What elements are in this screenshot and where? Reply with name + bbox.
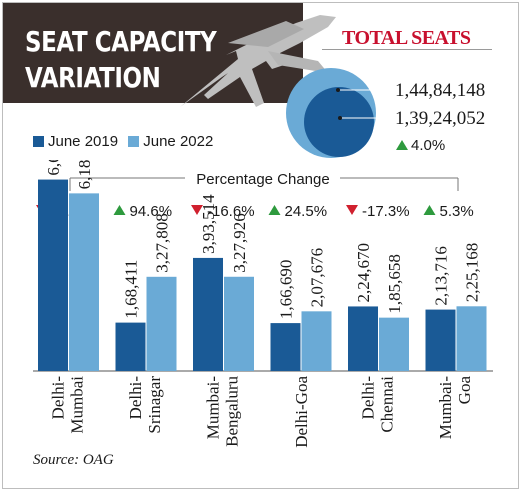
bar-label-2022-0: 6,18,178 bbox=[75, 160, 94, 189]
category-label-1-0: Delhi- bbox=[126, 376, 145, 420]
total-seats-rule bbox=[322, 49, 492, 50]
bar-label-2022-4: 1,85,658 bbox=[385, 254, 404, 314]
chart-frame bbox=[2, 2, 519, 489]
bar-2019-5 bbox=[425, 309, 456, 371]
percent-change-2: -16.6% bbox=[207, 203, 255, 220]
category-label-5-1: Goa bbox=[455, 376, 474, 405]
bar-label-2019-4: 2,24,670 bbox=[354, 243, 373, 303]
total-seats-circles bbox=[286, 68, 394, 158]
down-triangle-icon bbox=[191, 205, 203, 215]
bar-label-2019-3: 1,66,690 bbox=[277, 260, 296, 320]
bar-label-2019-0: 6,66,188 bbox=[44, 160, 63, 176]
bar-label-2022-5: 2,25,168 bbox=[463, 243, 482, 303]
bar-2022-0 bbox=[69, 193, 99, 371]
up-triangle-icon bbox=[268, 205, 281, 215]
bar-label-2019-5: 2,13,716 bbox=[432, 246, 451, 306]
bar-2019-4 bbox=[348, 306, 378, 371]
legend-swatch-2019 bbox=[33, 136, 44, 147]
category-label-1-1: Srinagar bbox=[145, 376, 164, 434]
legend-label-2019: June 2019 bbox=[48, 133, 119, 150]
total-change-value: 4.0% bbox=[411, 137, 446, 154]
total-seats-change: 4.0% bbox=[396, 137, 445, 154]
bar-label-2022-3: 2,07,676 bbox=[308, 248, 327, 308]
category-label-4-0: Delhi- bbox=[359, 376, 378, 420]
category-label-2-0: Mumbai- bbox=[204, 376, 223, 440]
legend-swatch-2022 bbox=[128, 136, 140, 147]
legend-item-june-2019: June 2019 bbox=[33, 133, 118, 150]
bar-2022-1 bbox=[146, 276, 177, 371]
legend-item-june-2022: June 2022 bbox=[128, 133, 213, 150]
legend: June 2019 June 2022 bbox=[33, 133, 219, 150]
source-note: Source: OAG bbox=[33, 452, 114, 468]
bar-2019-3 bbox=[270, 323, 301, 371]
percent-change-4: -17.3% bbox=[362, 203, 410, 220]
airplane-icon bbox=[180, 15, 336, 107]
bracket bbox=[69, 177, 459, 191]
total-seats-heading: TOTAL SEATS bbox=[342, 27, 471, 49]
category-label-4-1: Chennai bbox=[378, 376, 397, 433]
category-label-5-0: Mumbai- bbox=[436, 376, 455, 440]
legend-label-2022: June 2022 bbox=[143, 133, 214, 150]
bar-chart: Percentage Change -7.2%94.6%-16.6%24.5%-… bbox=[33, 160, 493, 448]
category-label-2-1: Bengaluru bbox=[223, 376, 242, 447]
bar-label-2019-1: 1,68,411 bbox=[122, 260, 141, 319]
percent-change-1: 94.6% bbox=[130, 203, 173, 220]
up-triangle-icon bbox=[423, 205, 436, 215]
bar-2022-2 bbox=[224, 276, 254, 371]
down-triangle-icon bbox=[346, 205, 358, 215]
percent-change-5: 5.3% bbox=[440, 203, 474, 220]
percentage-change-header: Percentage Change bbox=[196, 171, 329, 188]
bar-label-2019-2: 3,93,514 bbox=[199, 194, 218, 254]
bar-2022-3 bbox=[301, 311, 332, 371]
category-label-3-0: Delhi-Goa bbox=[292, 376, 311, 448]
category-label-0-1: Mumbai bbox=[68, 376, 87, 434]
circle-june-2022 bbox=[304, 87, 374, 157]
bar-2022-5 bbox=[456, 306, 487, 371]
bar-label-2022-1: 3,27,808 bbox=[153, 213, 172, 273]
title-line-1: SEAT CAPACITY bbox=[25, 25, 217, 58]
bar-2022-4 bbox=[379, 317, 409, 371]
bar-2019-2 bbox=[193, 257, 223, 371]
bar-2019-0 bbox=[38, 179, 68, 371]
up-triangle-icon bbox=[113, 205, 126, 215]
bar-label-2022-2: 3,27,926 bbox=[230, 213, 249, 273]
percent-change-3: 24.5% bbox=[285, 203, 328, 220]
title-line-2: VARIATION bbox=[25, 61, 161, 94]
bar-2019-1 bbox=[115, 322, 146, 371]
category-label-0-0: Delhi- bbox=[49, 376, 68, 420]
total-seats-june-2019: 1,44,84,148 bbox=[395, 80, 486, 101]
total-seats-june-2022: 1,39,24,052 bbox=[395, 108, 486, 129]
up-triangle-icon bbox=[396, 140, 408, 150]
